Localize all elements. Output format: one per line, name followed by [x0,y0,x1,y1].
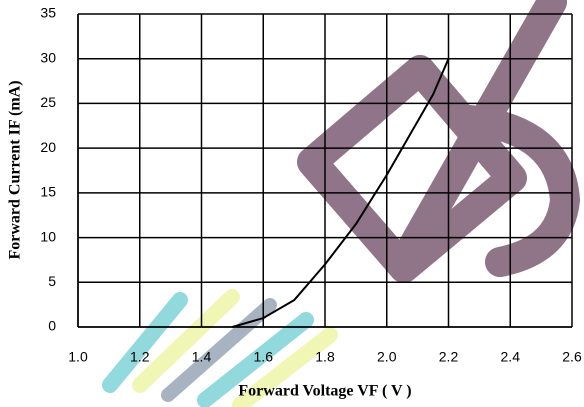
y-tick-label: 20 [40,139,56,155]
x-tick-label: 2.4 [501,349,521,365]
data-line [232,58,450,328]
x-tick-label: 1.4 [192,349,212,365]
y-axis-title: Forward Current IF (mA) [7,80,24,259]
y-tick-label: 35 [40,5,56,21]
y-tick-label: 0 [48,318,56,334]
x-tick-label: 2.6 [562,349,582,365]
y-tick-label: 30 [40,49,56,65]
y-tick-label: 5 [48,273,56,289]
grid [77,13,573,328]
watermark [102,0,581,407]
y-tick-label: 15 [40,184,56,200]
x-tick-label: 1.2 [130,349,150,365]
x-tick-label: 1.0 [68,349,88,365]
y-tick-label: 10 [40,228,56,244]
x-axis-title: Forward Voltage VF ( V ) [238,383,411,400]
x-tick-label: 1.8 [315,349,335,365]
y-tick-label: 25 [40,94,56,110]
x-tick-label: 1.6 [254,349,274,365]
x-tick-label: 2.2 [439,349,459,365]
x-tick-label: 2.0 [377,349,397,365]
